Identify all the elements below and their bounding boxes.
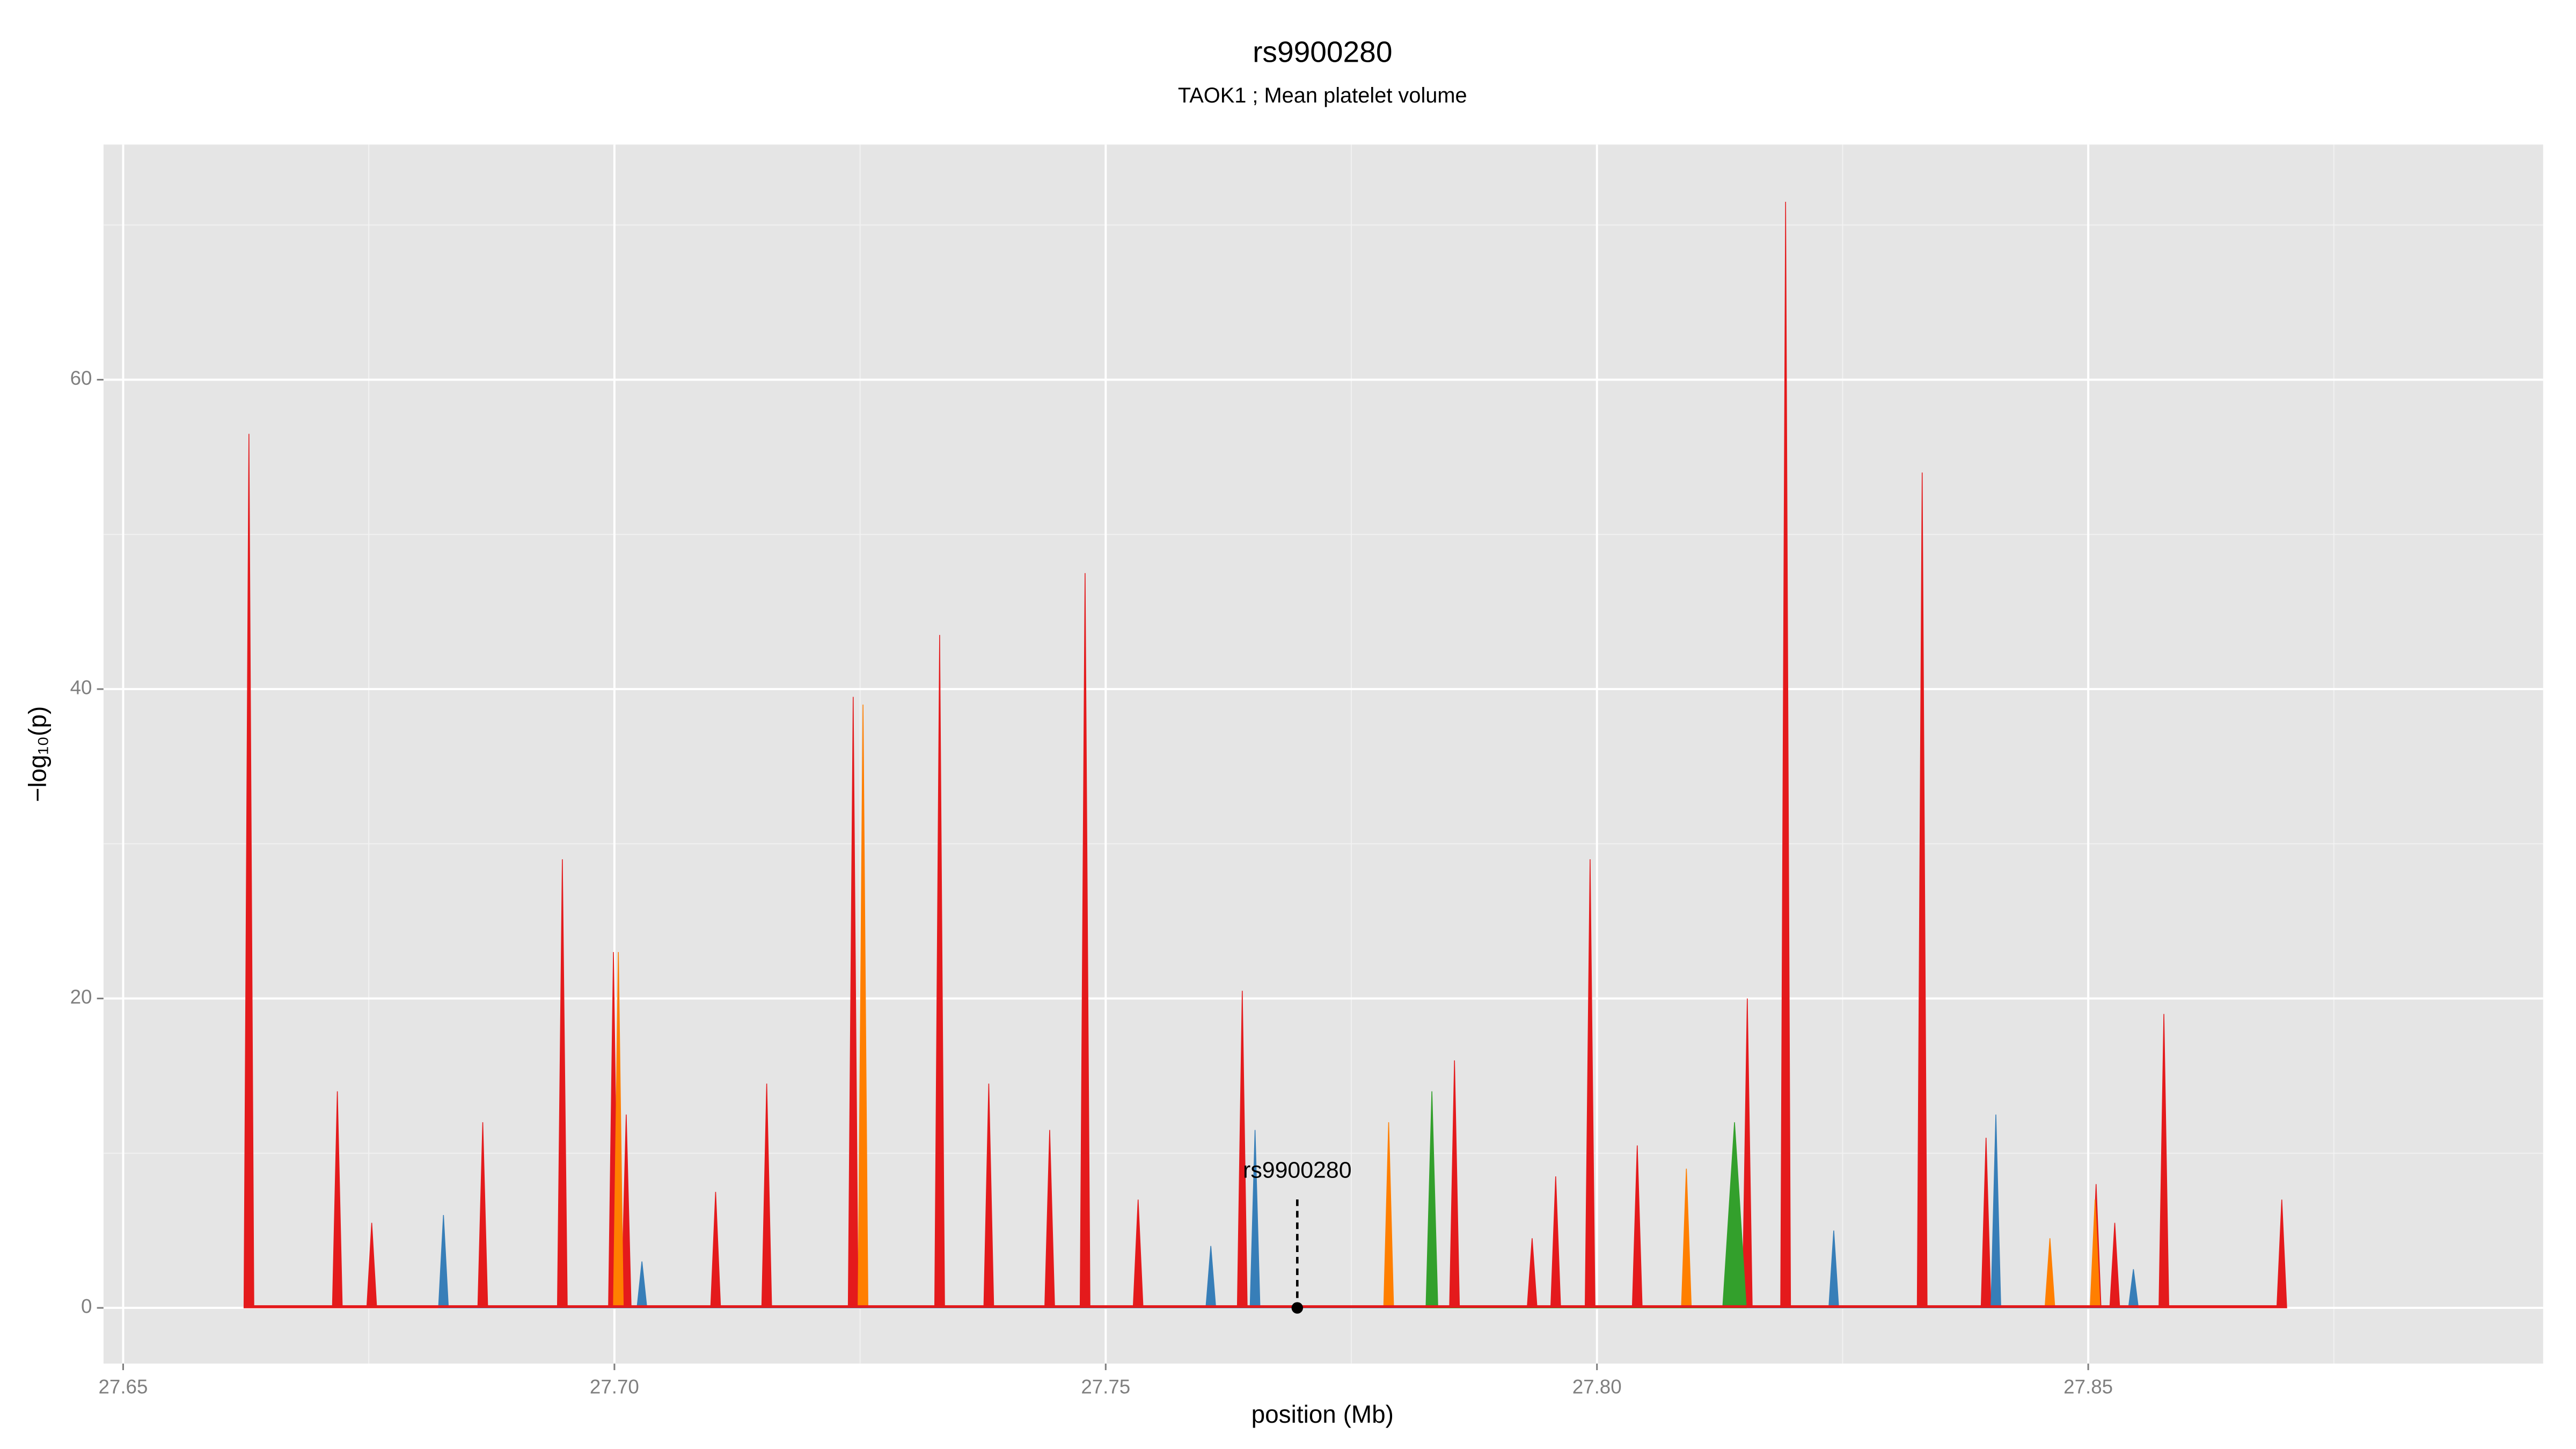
x-tick-label: 27.80	[1572, 1375, 1622, 1397]
y-tick-label: 60	[70, 367, 92, 389]
y-axis-label: −log₁₀(p)	[24, 706, 52, 802]
annotation-label: rs9900280	[1243, 1157, 1351, 1183]
area-series	[438, 1114, 2139, 1308]
x-tick-label: 27.75	[1081, 1375, 1130, 1397]
y-tick-label: 40	[70, 677, 92, 699]
chart-title: rs9900280	[1253, 35, 1392, 69]
x-tick-label: 27.85	[2063, 1375, 2113, 1397]
y-tick-label: 20	[70, 986, 92, 1008]
x-axis-label: position (Mb)	[1252, 1400, 1394, 1428]
x-tick-label: 27.65	[99, 1375, 148, 1397]
x-tick-label: 27.70	[590, 1375, 639, 1397]
annotation-point	[1291, 1302, 1304, 1314]
chart-subtitle: TAOK1 ; Mean platelet volume	[1178, 84, 1467, 107]
y-tick-label: 0	[81, 1296, 92, 1318]
plot-panel	[103, 144, 2543, 1364]
area-series	[1425, 1091, 1747, 1308]
